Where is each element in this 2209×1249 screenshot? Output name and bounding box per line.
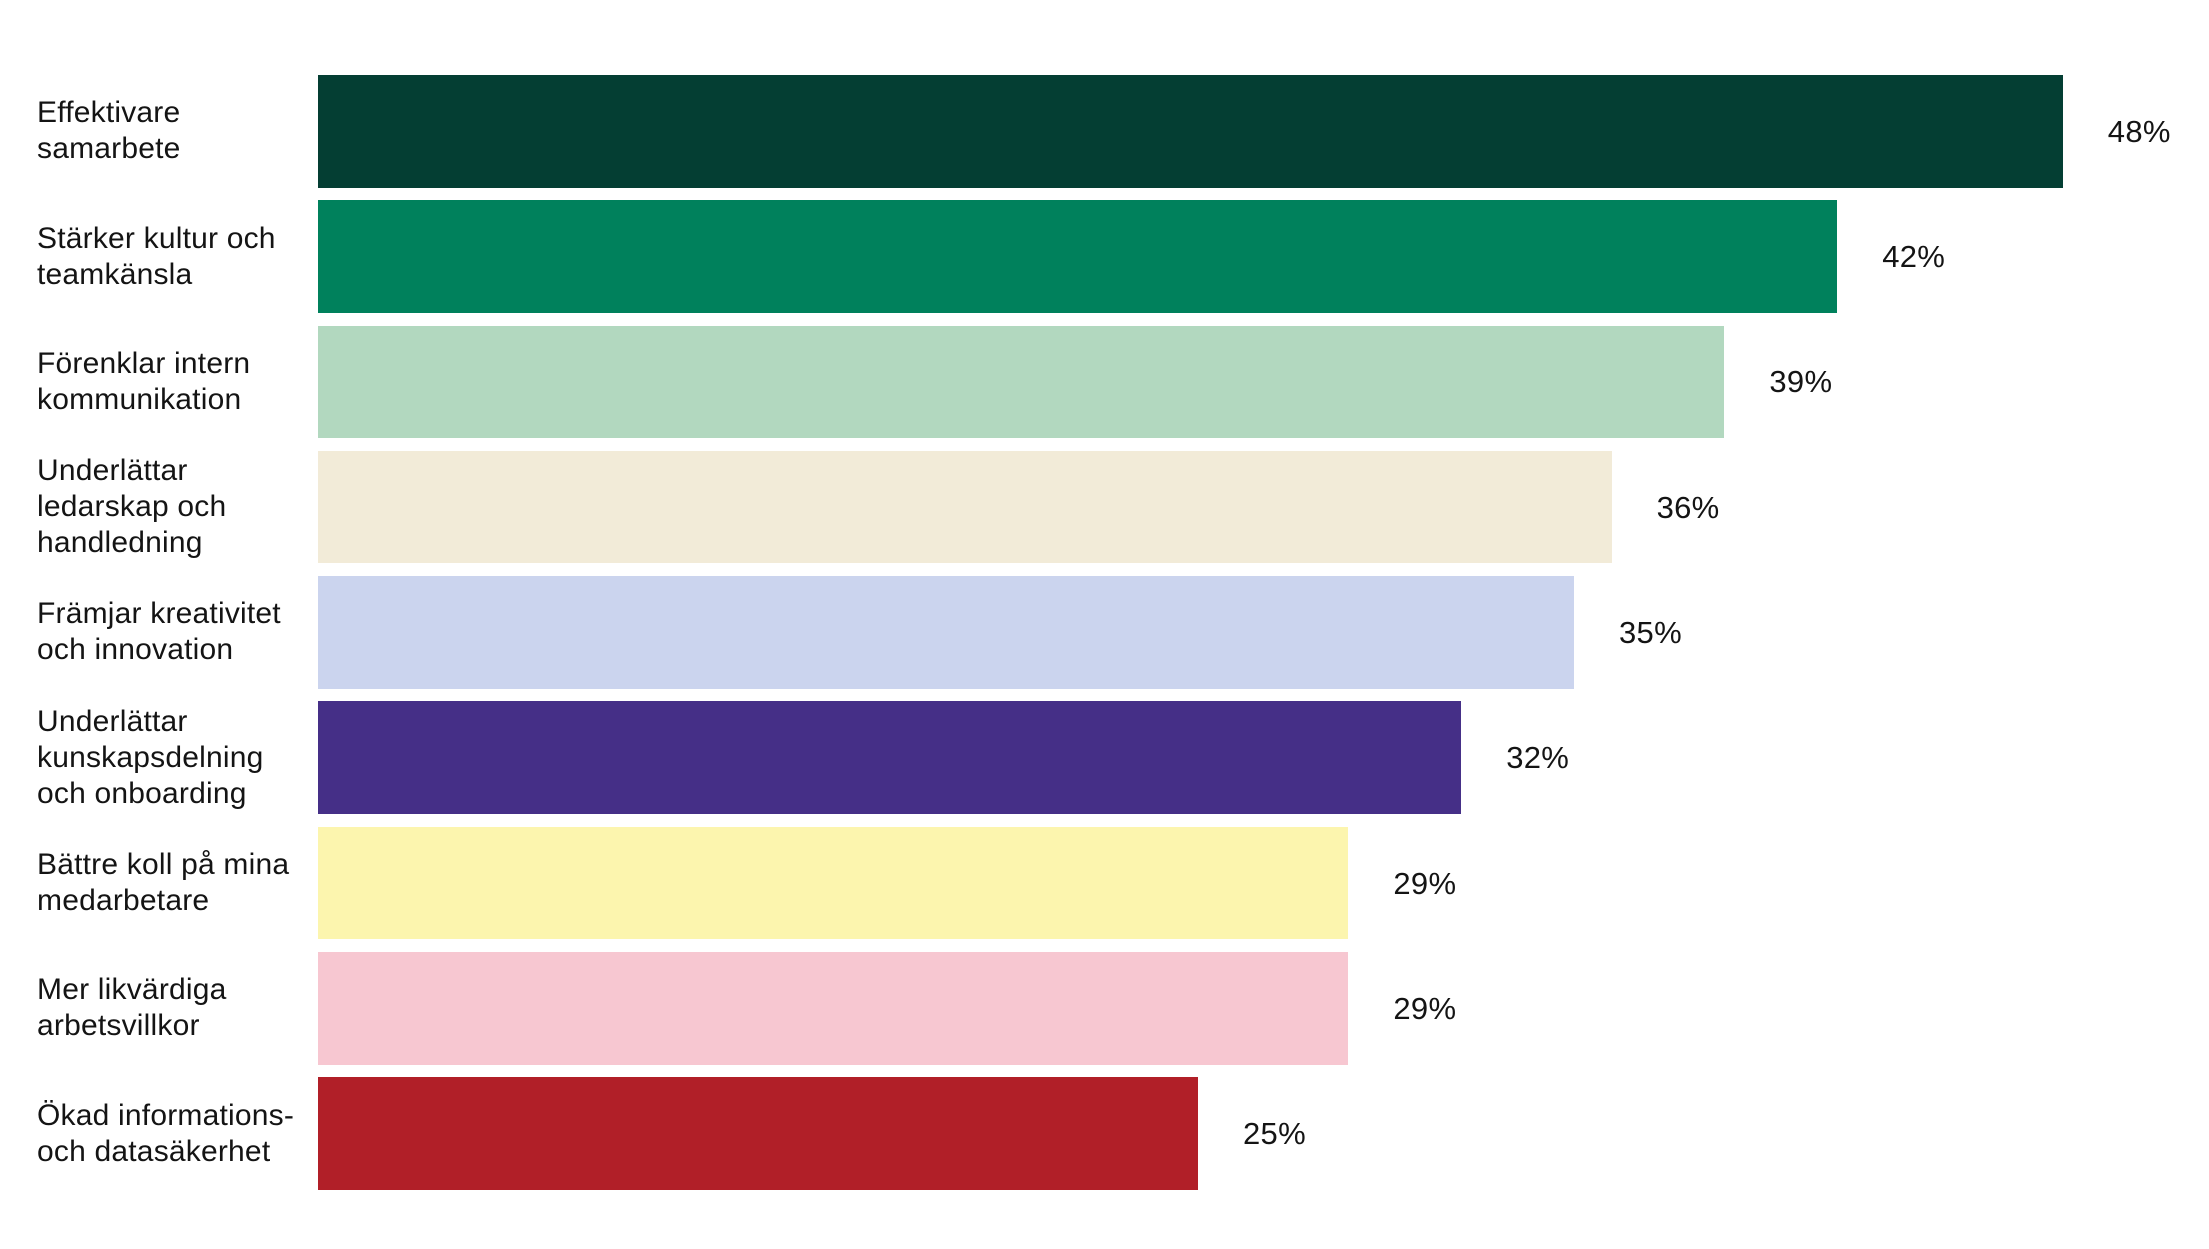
bar-row: Underlättar kunskapsdelning och onboardi… <box>0 701 2209 814</box>
category-label: Effektivare samarbete <box>37 96 181 166</box>
value-label: 32% <box>1506 740 1570 776</box>
bar <box>318 450 1612 564</box>
value-label: 35% <box>1619 614 1682 650</box>
value-label: 29% <box>1393 990 1457 1026</box>
value-label: 48% <box>2107 113 2171 149</box>
bar <box>318 75 2063 188</box>
bar-track: 39% <box>318 325 2209 439</box>
bar <box>318 576 1574 689</box>
bar-track: 48% <box>318 75 2209 188</box>
bar-row: Förenklar intern kommunikation 39% <box>0 325 2209 439</box>
bar <box>318 701 1462 814</box>
bar-row: Främjar kreativitet och innovation 35% <box>0 576 2209 689</box>
category-label: Mer likvärdiga arbetsvillkor <box>37 973 227 1043</box>
bar-track: 35% <box>318 576 2209 689</box>
bar-track: 36% <box>318 450 2209 564</box>
category-label: Stärker kultur och teamkänsla <box>37 221 276 291</box>
bar-row: Effektivare samarbete 48% <box>0 75 2209 188</box>
bar-track: 32% <box>318 701 2209 814</box>
bar-row: Ökad informations- och datasäkerhet 25% <box>0 1077 2209 1190</box>
bar <box>318 1077 1198 1190</box>
bar <box>318 826 1349 940</box>
bar <box>318 200 1838 313</box>
bar-row: Mer likvärdiga arbetsvillkor 29% <box>0 952 2209 1065</box>
value-label: 36% <box>1656 489 1720 525</box>
bar <box>318 952 1349 1065</box>
category-label: Förenklar intern kommunikation <box>37 346 251 416</box>
category-label: Underlättar kunskapsdelning och onboardi… <box>37 704 264 810</box>
bar-track: 25% <box>318 1077 2209 1190</box>
category-label: Ökad informations- och datasäkerhet <box>37 1098 295 1168</box>
bar-row: Stärker kultur och teamkänsla 42% <box>0 200 2209 313</box>
value-label: 39% <box>1769 364 1833 400</box>
category-label: Underlättar ledarskap och handledning <box>37 454 227 560</box>
category-label: Främjar kreativitet och innovation <box>37 597 281 667</box>
bar-track: 29% <box>318 952 2209 1065</box>
bar-track: 29% <box>318 826 2209 940</box>
value-label: 29% <box>1393 865 1457 901</box>
bar-track: 42% <box>318 200 2209 313</box>
category-label: Bättre koll på mina medarbetare <box>37 848 290 918</box>
value-label: 42% <box>1882 239 1946 275</box>
bar-row: Bättre koll på mina medarbetare 29% <box>0 826 2209 940</box>
bar-row: Underlättar ledarskap och handledning 36… <box>0 450 2209 564</box>
bar <box>318 325 1725 439</box>
value-label: 25% <box>1243 1116 1306 1152</box>
